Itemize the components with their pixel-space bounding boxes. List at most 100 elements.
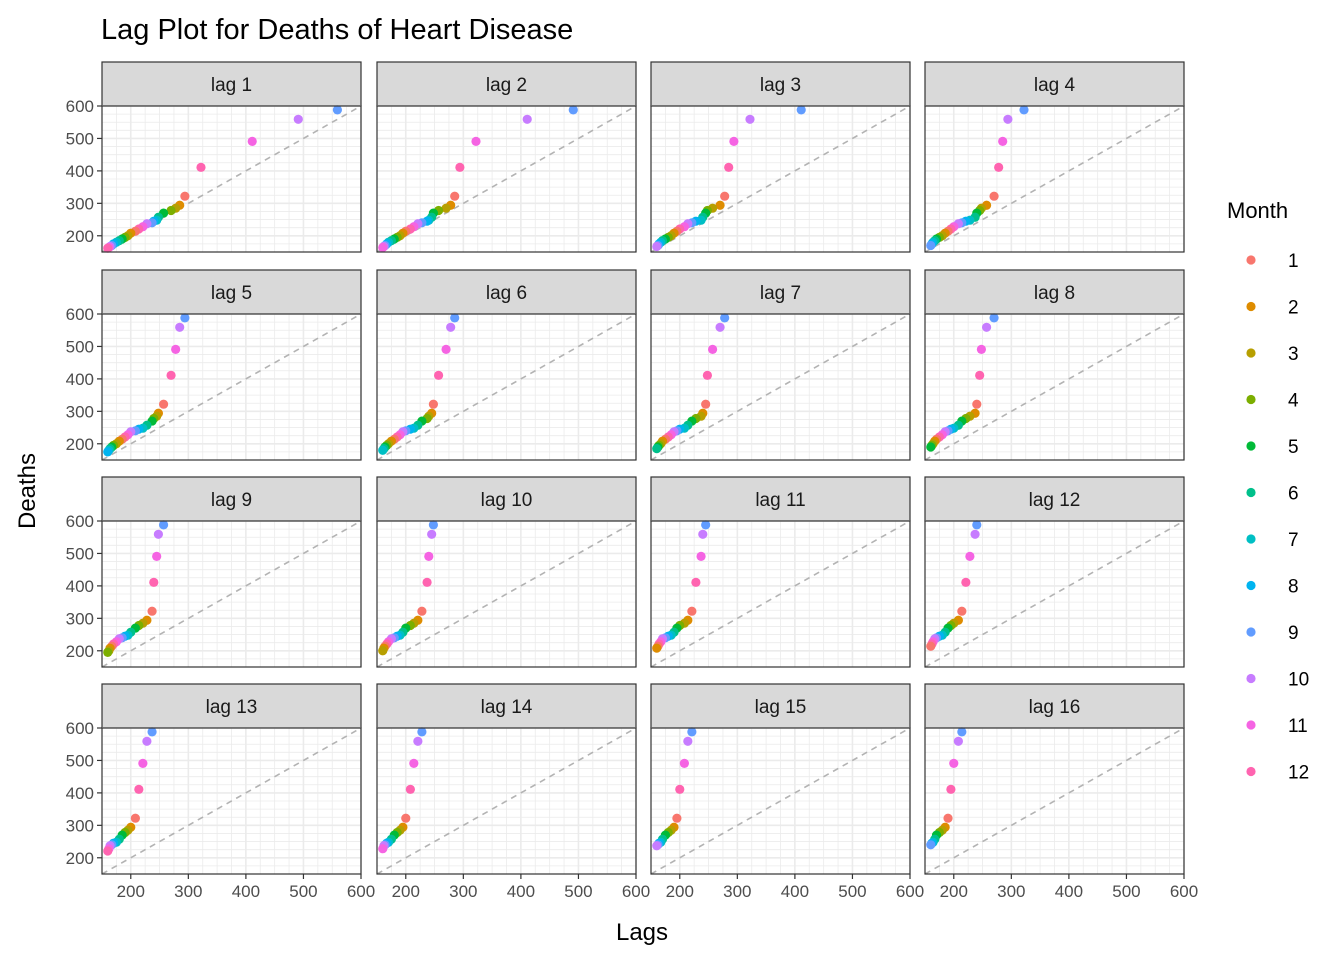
data-point (957, 606, 967, 616)
x-tick-label: 400 (781, 882, 809, 901)
facet-panel: lag 1 200 300 400 500 600 (66, 61, 362, 253)
data-point (196, 162, 206, 172)
facet-strip (101, 476, 362, 522)
legend-label: 2 (1288, 298, 1299, 319)
facet-strip-label: lag 3 (760, 75, 801, 96)
data-point (976, 344, 987, 354)
y-tick-label: 200 (66, 849, 94, 868)
facet-panel: lag 13 200 300 400 500 600 200 300 400 500 600 (66, 683, 375, 901)
data-point (961, 577, 971, 587)
reference-line (924, 727, 1185, 875)
legend-title: Month (1227, 198, 1288, 223)
data-point (428, 399, 439, 409)
data-point (433, 370, 444, 380)
x-tick-label: 400 (507, 882, 535, 901)
y-tick-label: 400 (66, 162, 94, 181)
data-point (965, 551, 975, 561)
x-tick-label: 600 (896, 882, 924, 901)
legend-label: 1 (1288, 251, 1299, 272)
data-point (450, 191, 460, 201)
data-point (972, 520, 982, 530)
data-point (293, 114, 303, 124)
panel-border (376, 727, 637, 875)
data-point (471, 136, 481, 146)
data-point (450, 313, 460, 323)
y-tick-label: 600 (66, 719, 94, 738)
data-point (417, 727, 427, 737)
data-point (405, 784, 415, 794)
facet-panel: lag 10 (376, 476, 637, 668)
data-point (698, 529, 708, 539)
legend-label: 7 (1288, 530, 1299, 551)
y-tick-label: 300 (66, 194, 94, 213)
data-point (975, 370, 985, 380)
data-point (332, 105, 343, 115)
data-point (130, 813, 140, 823)
reference-line (650, 520, 911, 668)
facet-strip-label: lag 4 (1034, 75, 1076, 96)
panel-border (924, 520, 1185, 668)
facet-panel: lag 4 (924, 61, 1185, 253)
data-point (926, 641, 936, 651)
data-point (424, 551, 434, 561)
x-tick-label: 500 (564, 882, 592, 901)
data-point (675, 784, 685, 794)
x-tick-label: 200 (117, 882, 145, 901)
data-point (715, 200, 725, 210)
reference-line (650, 313, 911, 461)
data-point (147, 606, 157, 616)
legend-key (1246, 627, 1256, 637)
data-point (652, 643, 662, 653)
facet-strip-label: lag 7 (760, 283, 801, 304)
legend-key (1246, 255, 1256, 265)
facet-strip (650, 476, 911, 522)
panel-border (101, 727, 362, 875)
panel-border (650, 105, 911, 253)
x-tick-label: 200 (666, 882, 694, 901)
data-point (171, 344, 181, 354)
data-point (926, 840, 936, 850)
data-point (702, 370, 713, 380)
facet-strip-label: lag 1 (211, 75, 252, 96)
data-point (103, 647, 113, 658)
data-point (446, 322, 456, 332)
data-point (103, 846, 113, 856)
data-point (180, 191, 190, 201)
data-point (158, 520, 169, 530)
panel-border (924, 313, 1185, 461)
panel-border (101, 313, 362, 461)
facet-panel: lag 3 (650, 61, 911, 253)
legend-label: 10 (1288, 670, 1309, 691)
panel-border (101, 520, 362, 668)
data-point (998, 136, 1008, 146)
y-tick-label: 500 (66, 544, 94, 563)
data-point (724, 162, 734, 172)
data-point (683, 736, 693, 746)
facet-strip-label: lag 8 (1034, 283, 1075, 304)
legend-key (1246, 301, 1256, 312)
legend-key (1246, 348, 1256, 358)
facet-strip (924, 683, 1185, 729)
data-point (428, 520, 439, 530)
y-tick-label: 500 (66, 337, 94, 356)
facet-panel: lag 15 200 300 400 500 600 (650, 683, 924, 901)
data-point (687, 727, 697, 737)
y-tick-label: 200 (66, 642, 94, 661)
data-point (166, 205, 176, 216)
facet-strip (376, 476, 637, 522)
y-tick-label: 200 (66, 435, 94, 454)
legend-label: 8 (1288, 577, 1299, 598)
data-point (953, 736, 963, 746)
legend-label: 11 (1288, 716, 1308, 737)
data-point (720, 313, 730, 323)
reference-line (376, 313, 637, 461)
data-point (957, 727, 967, 737)
data-point (138, 758, 148, 768)
legend-label: 5 (1288, 437, 1299, 458)
x-tick-label: 300 (174, 882, 202, 901)
facet-strip (650, 61, 911, 107)
x-tick-label: 200 (392, 882, 420, 901)
data-point (926, 240, 936, 251)
legend-label: 12 (1288, 763, 1309, 784)
facet-strip-label: lag 11 (755, 490, 805, 511)
